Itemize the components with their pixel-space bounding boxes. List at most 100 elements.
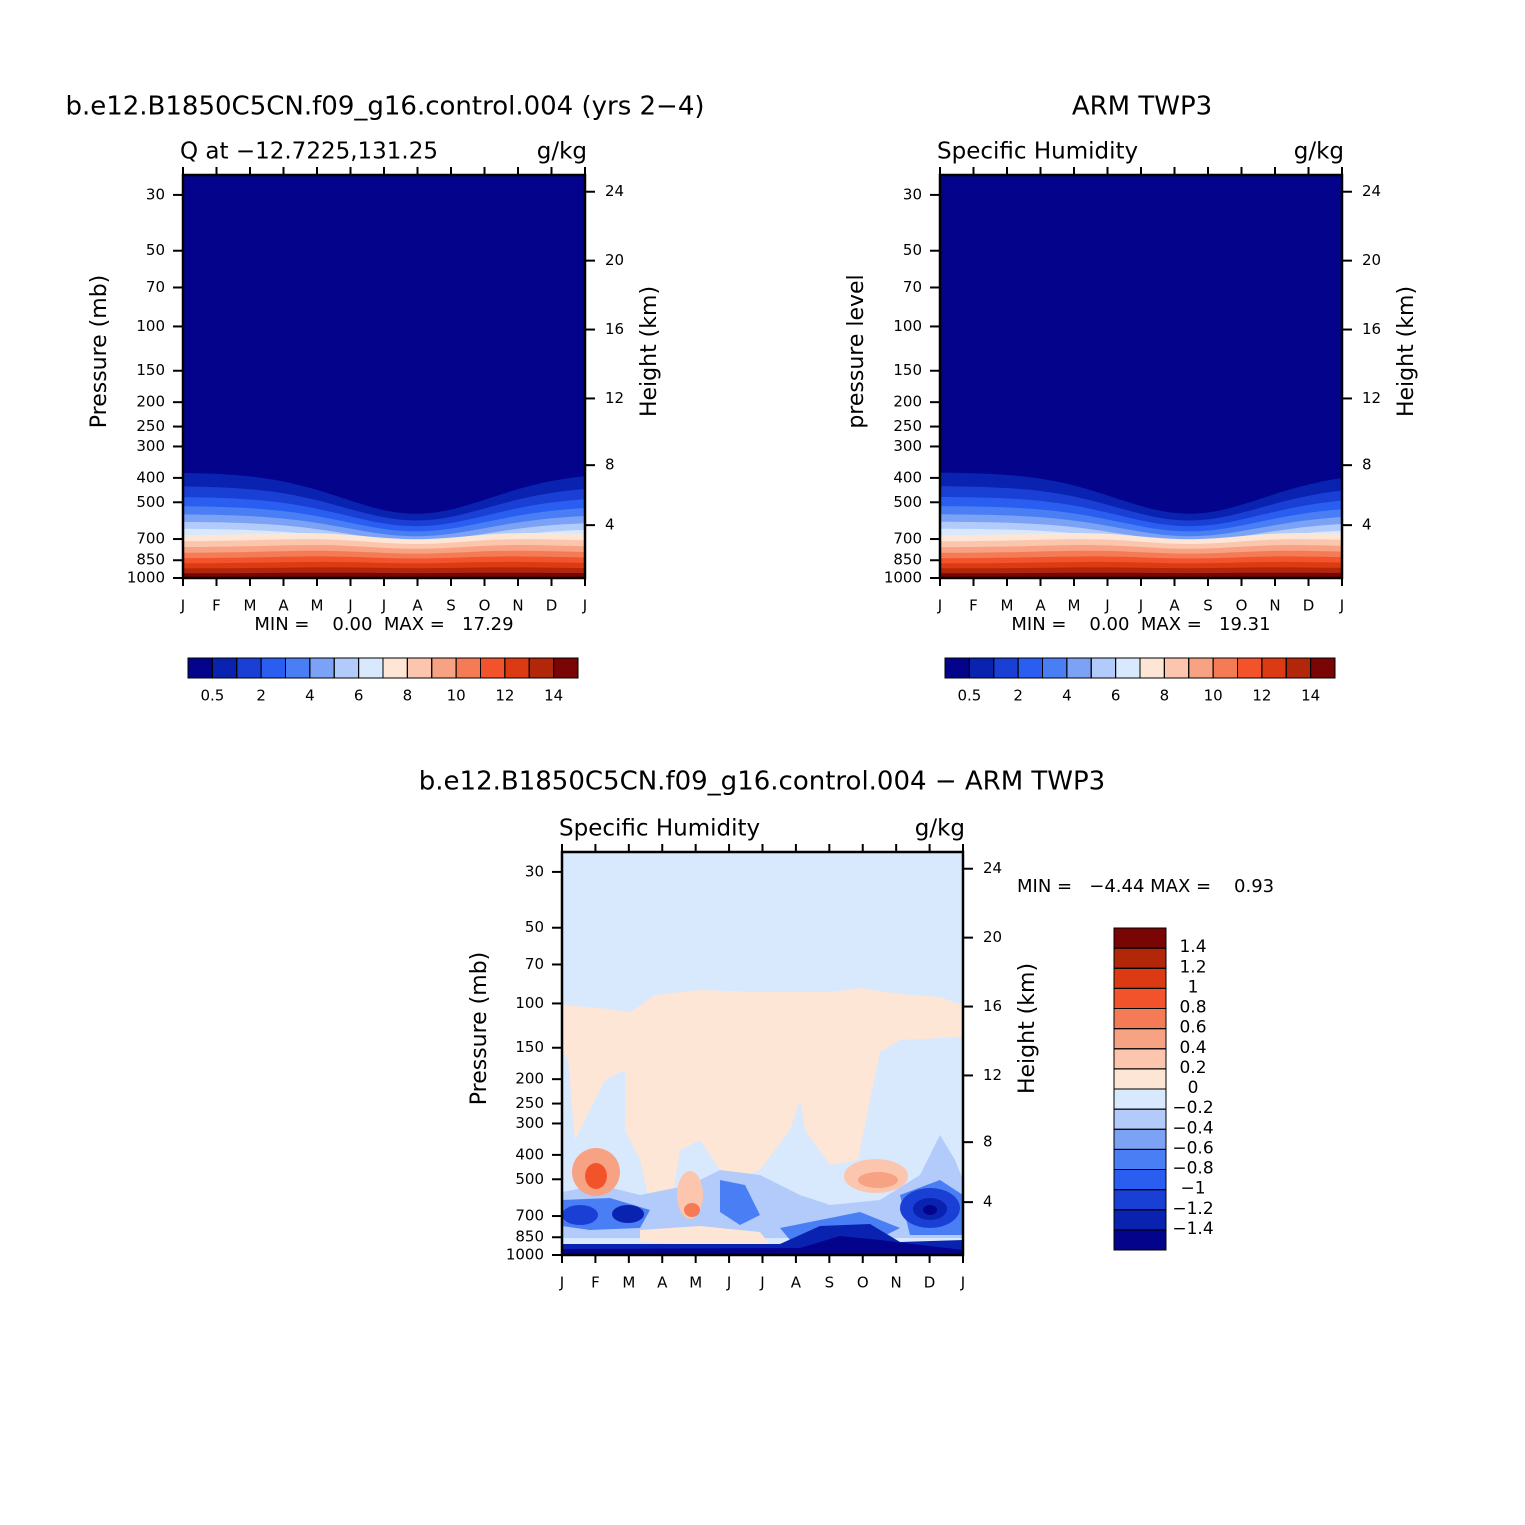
colorbar-box — [1113, 1088, 1167, 1110]
colorbar-label: −0.8 — [1172, 1159, 1213, 1179]
x-tick-label: S — [446, 597, 456, 615]
colorbar-label: 10 — [1204, 687, 1223, 705]
colorbar-box — [944, 657, 970, 679]
min-max-stats: MIN = −4.44 MAX = 0.93 — [1017, 876, 1274, 897]
y2-axis-label: Height (km) — [1394, 286, 1419, 417]
colorbar-box — [1285, 657, 1312, 679]
colorbar-label: −1.4 — [1172, 1219, 1213, 1239]
colorbar-box — [260, 657, 286, 679]
x-tick-label: A — [1035, 597, 1046, 615]
colorbar-box — [333, 657, 360, 679]
y2-axis-label: Height (km) — [1015, 963, 1040, 1094]
colorbar-label: 10 — [447, 687, 466, 705]
colorbar-box — [406, 657, 433, 679]
contour-fill — [940, 572, 1342, 578]
y-tick-label: 100 — [136, 317, 165, 335]
y-tick-label: 700 — [515, 1207, 544, 1225]
colorbar-label: 1.4 — [1179, 937, 1206, 957]
y-tick-label: 70 — [903, 278, 922, 296]
contour-fill — [585, 1163, 607, 1189]
colorbar-label: −0.2 — [1172, 1098, 1213, 1118]
y-tick-label: 150 — [515, 1038, 544, 1056]
y-tick-label: 100 — [515, 994, 544, 1012]
x-tick-label: J — [937, 597, 942, 615]
y-tick-label: 200 — [136, 393, 165, 411]
x-tick-label: J — [726, 1274, 731, 1292]
y-tick-label: 50 — [525, 918, 544, 936]
contour-fill — [923, 1205, 937, 1215]
y2-tick-label: 16 — [605, 320, 624, 338]
colorbar-box — [431, 657, 457, 679]
y-tick-label: 850 — [515, 1228, 544, 1246]
colorbar-box — [1310, 657, 1336, 679]
colorbar-box — [1113, 1028, 1167, 1050]
colorbar-label: 6 — [1111, 687, 1121, 705]
colorbar-box — [1163, 657, 1190, 679]
y-tick-label: 850 — [893, 551, 922, 569]
x-tick-label: S — [825, 1274, 835, 1292]
y2-tick-label: 24 — [1362, 182, 1381, 200]
colorbar-box — [1113, 1209, 1167, 1231]
panel: ARM TWP3 Specific Humidity g/kg pressure le… — [844, 92, 1419, 705]
y-tick-label: 300 — [515, 1114, 544, 1132]
x-tick-label: J — [559, 1274, 564, 1292]
colorbar-box — [553, 657, 579, 679]
subtitle-right: g/kg — [915, 816, 965, 842]
y2-tick-label: 8 — [1362, 456, 1372, 474]
colorbar-box — [1113, 927, 1167, 949]
colorbar-label: 0 — [1188, 1078, 1199, 1098]
colorbar-box — [236, 657, 262, 679]
colorbar-box — [528, 657, 555, 679]
colorbar-box — [1113, 1048, 1167, 1070]
y2-tick-label: 20 — [983, 928, 1002, 946]
x-tick-label: O — [479, 597, 491, 615]
y-tick-label: 100 — [893, 317, 922, 335]
colorbar-box — [1113, 1189, 1167, 1211]
colorbar-label: −1 — [1180, 1179, 1205, 1199]
contour-fill — [684, 1203, 700, 1217]
x-tick-label: D — [1303, 597, 1315, 615]
contour-fill — [640, 1226, 770, 1245]
colorbar-label: 0.2 — [1179, 1058, 1206, 1078]
x-tick-label: J — [582, 597, 587, 615]
y2-tick-label: 8 — [983, 1133, 993, 1151]
contour-field — [183, 175, 585, 578]
x-tick-label: J — [1104, 597, 1109, 615]
panel-title: ARM TWP3 — [1072, 92, 1212, 122]
colorbar-box — [211, 657, 238, 679]
y-tick-label: 300 — [893, 437, 922, 455]
y-tick-label: 70 — [146, 278, 165, 296]
y2-tick-label: 16 — [1362, 320, 1381, 338]
contour-fill — [562, 988, 963, 1205]
colorbar-box — [968, 657, 995, 679]
colorbar-label: 0.5 — [957, 687, 981, 705]
colorbar: 0.5 2 4 6 8 10 12 14 — [187, 657, 579, 705]
x-tick-label: D — [924, 1274, 936, 1292]
contour-fill — [612, 1205, 644, 1223]
colorbar-box — [187, 657, 213, 679]
x-tick-label: A — [1169, 597, 1180, 615]
colorbar-label: 2 — [1013, 687, 1023, 705]
x-tick-label: N — [512, 597, 523, 615]
colorbar-box — [1113, 1128, 1167, 1150]
contour-fill — [858, 1172, 898, 1188]
y-tick-label: 30 — [903, 185, 922, 203]
subtitle-left: Specific Humidity — [559, 816, 760, 842]
y-axis-label: Pressure (mb) — [87, 275, 112, 429]
y-tick-label: 700 — [136, 530, 165, 548]
y-tick-label: 700 — [893, 530, 922, 548]
panel: b.e12.B1850C5CN.f09_g16.control.004 (yrs… — [65, 92, 704, 705]
x-tick-label: A — [412, 597, 423, 615]
colorbar-box — [1139, 657, 1165, 679]
y-tick-label: 30 — [146, 185, 165, 203]
colorbar-label: 0.5 — [200, 687, 224, 705]
colorbar-label: 8 — [1160, 687, 1170, 705]
x-tick-label: A — [657, 1274, 668, 1292]
colorbar-label: 14 — [1301, 687, 1320, 705]
min-max-stats: MIN = 0.00 MAX = 19.31 — [1011, 614, 1270, 635]
y2-tick-label: 12 — [983, 1066, 1002, 1084]
y2-tick-label: 24 — [983, 859, 1002, 877]
x-tick-label: J — [1339, 597, 1344, 615]
colorbar-box — [1066, 657, 1092, 679]
colorbar-box — [382, 657, 408, 679]
